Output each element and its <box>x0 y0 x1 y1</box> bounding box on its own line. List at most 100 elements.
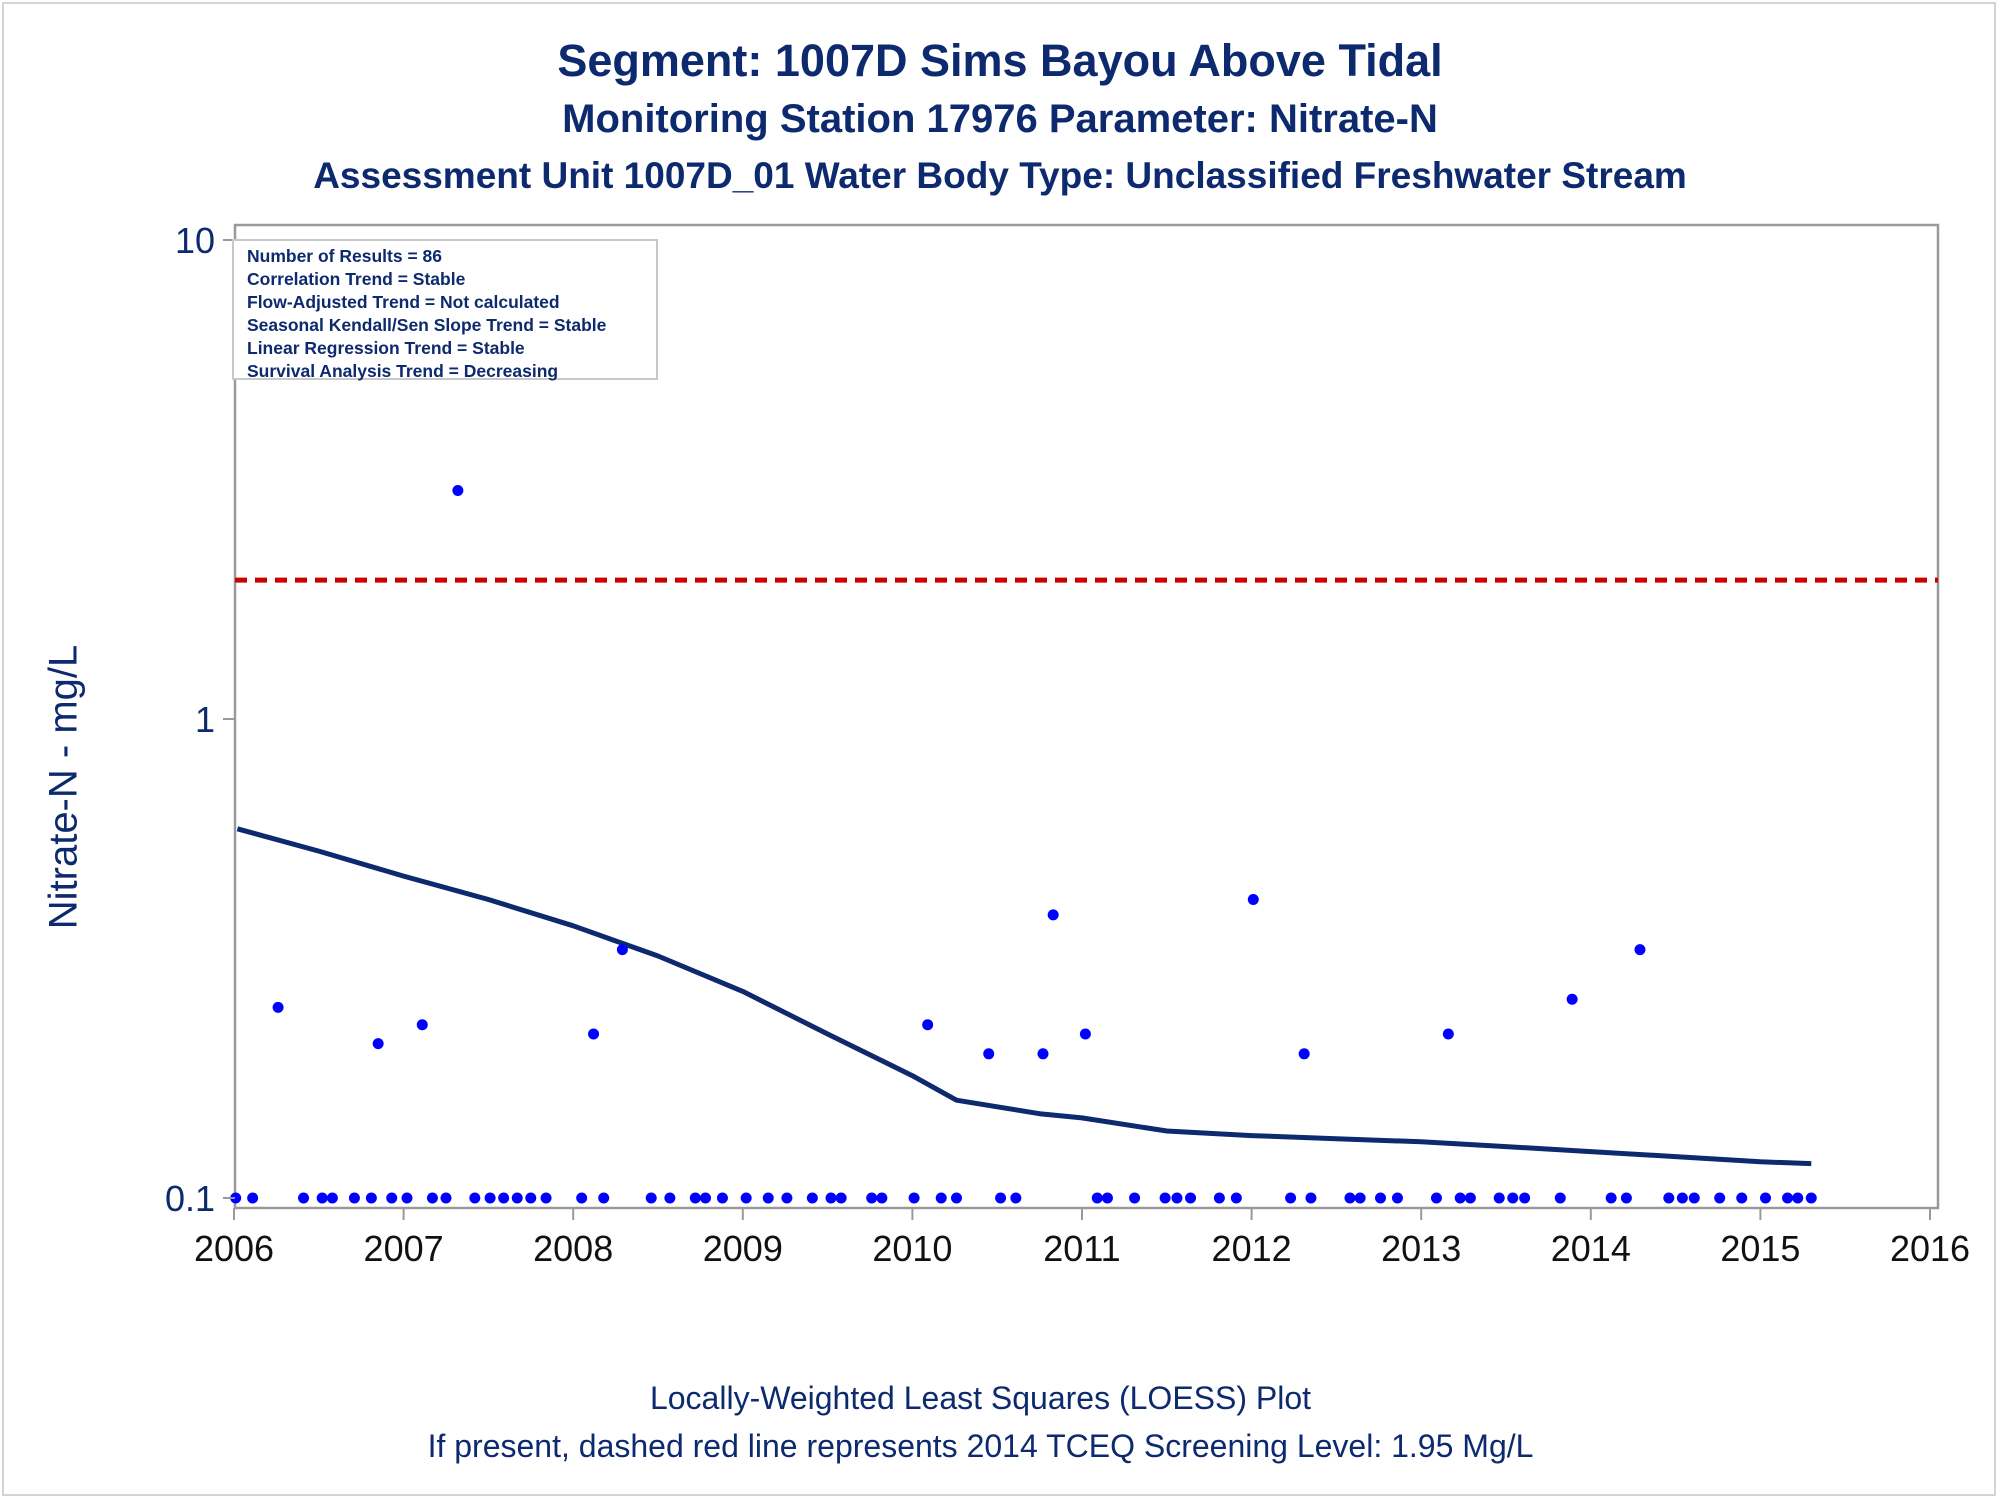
data-point <box>298 1192 310 1204</box>
data-point <box>598 1192 610 1204</box>
data-point <box>1430 1192 1442 1204</box>
data-point <box>372 1038 384 1050</box>
data-point <box>1171 1192 1183 1204</box>
data-point <box>1374 1192 1386 1204</box>
loess-line <box>236 826 1812 1167</box>
x-axis: 2006 2007 2008 2009 2010 2011 2012 2013 2014 2015… <box>194 1208 1970 1269</box>
data-point <box>1213 1192 1225 1204</box>
stats-results-count: Number of Results = 86 <box>247 246 442 266</box>
data-point <box>1464 1192 1476 1204</box>
footnote-screening-level: If present, dashed red line represents 2… <box>427 1428 1534 1464</box>
x-tick-label: 2006 <box>194 1228 274 1269</box>
data-point <box>1354 1192 1366 1204</box>
data-point <box>1230 1192 1242 1204</box>
plot-frame <box>233 223 1940 1210</box>
x-tick-label: 2011 <box>1043 1228 1120 1269</box>
loess-layer <box>236 826 1812 1167</box>
data-point <box>1714 1192 1726 1204</box>
data-point <box>272 1001 284 1013</box>
data-point <box>440 1192 452 1204</box>
data-point <box>983 1048 995 1060</box>
x-tick-label: 2009 <box>703 1228 783 1269</box>
data-point <box>1782 1192 1794 1204</box>
data-point <box>995 1192 1007 1204</box>
data-point <box>1676 1192 1688 1204</box>
data-point <box>247 1192 259 1204</box>
stats-linear-regression-trend: Linear Regression Trend = Stable <box>247 338 525 358</box>
y-tick-label: 10 <box>175 220 215 261</box>
x-tick-label: 2015 <box>1720 1228 1800 1269</box>
data-point <box>525 1192 537 1204</box>
data-point <box>401 1192 413 1204</box>
stats-survival-analysis-trend: Survival Analysis Trend = Decreasing <box>247 361 559 381</box>
data-point <box>1759 1192 1771 1204</box>
data-point <box>365 1192 377 1204</box>
data-point <box>1037 1048 1049 1060</box>
trend-stats-box: Number of Results = 86 Correlation Trend… <box>232 239 658 381</box>
data-points-layer <box>230 324 1817 1204</box>
data-point <box>645 1192 657 1204</box>
data-point <box>1010 1192 1022 1204</box>
data-point <box>426 1192 438 1204</box>
data-point <box>908 1192 920 1204</box>
data-point <box>1688 1192 1700 1204</box>
data-point <box>689 1192 701 1204</box>
data-point <box>806 1192 818 1204</box>
data-point <box>1519 1192 1531 1204</box>
data-point <box>576 1192 588 1204</box>
data-point <box>1442 1028 1454 1040</box>
data-point <box>781 1192 793 1204</box>
stats-correlation-trend: Correlation Trend = Stable <box>247 269 466 289</box>
data-point <box>866 1192 878 1204</box>
chart-subtitle-assessment: Assessment Unit 1007D_01 Water Body Type… <box>313 155 1687 196</box>
data-point <box>1344 1192 1356 1204</box>
x-tick-label: 2013 <box>1381 1228 1461 1269</box>
data-point <box>1663 1192 1675 1204</box>
x-tick-label: 2007 <box>364 1228 444 1269</box>
data-point <box>1079 1028 1091 1040</box>
data-point <box>1554 1192 1566 1204</box>
data-point <box>664 1192 676 1204</box>
y-tick-label: 0.1 <box>165 1178 215 1219</box>
data-point <box>950 1192 962 1204</box>
data-point <box>1493 1192 1505 1204</box>
x-tick-label: 2008 <box>533 1228 613 1269</box>
data-point <box>386 1192 398 1204</box>
data-point <box>1247 893 1259 905</box>
data-point <box>1605 1192 1617 1204</box>
data-point <box>416 1019 428 1031</box>
data-point <box>922 1019 934 1031</box>
data-point <box>348 1192 360 1204</box>
data-point <box>1159 1192 1171 1204</box>
data-point <box>452 484 464 496</box>
data-point <box>316 1192 328 1204</box>
data-point <box>716 1192 728 1204</box>
x-tick-label: 2016 <box>1890 1228 1970 1269</box>
data-point <box>1805 1192 1817 1204</box>
data-point <box>1129 1192 1141 1204</box>
y-axis: 0.1 1 10 <box>165 220 235 1219</box>
data-point <box>1454 1192 1466 1204</box>
x-tick-label: 2010 <box>872 1228 952 1269</box>
data-point <box>1047 909 1059 921</box>
data-point <box>699 1192 711 1204</box>
data-point <box>1305 1192 1317 1204</box>
footnote-loess: Locally-Weighted Least Squares (LOESS) P… <box>649 1380 1312 1416</box>
stats-flow-adjusted-trend: Flow-Adjusted Trend = Not calculated <box>247 292 560 312</box>
data-point <box>1634 944 1646 956</box>
data-point <box>588 1028 600 1040</box>
chart-subtitle-station: Monitoring Station 17976 Parameter: Nitr… <box>562 97 1438 141</box>
data-point <box>1185 1192 1197 1204</box>
data-point <box>540 1192 552 1204</box>
data-point <box>1566 993 1578 1005</box>
data-point <box>1285 1192 1297 1204</box>
plot-area <box>233 223 1940 1210</box>
data-point <box>740 1192 752 1204</box>
x-tick-label: 2012 <box>1212 1228 1292 1269</box>
data-point <box>935 1192 947 1204</box>
data-point <box>825 1192 837 1204</box>
x-tick-label: 2014 <box>1551 1228 1631 1269</box>
data-point <box>511 1192 523 1204</box>
